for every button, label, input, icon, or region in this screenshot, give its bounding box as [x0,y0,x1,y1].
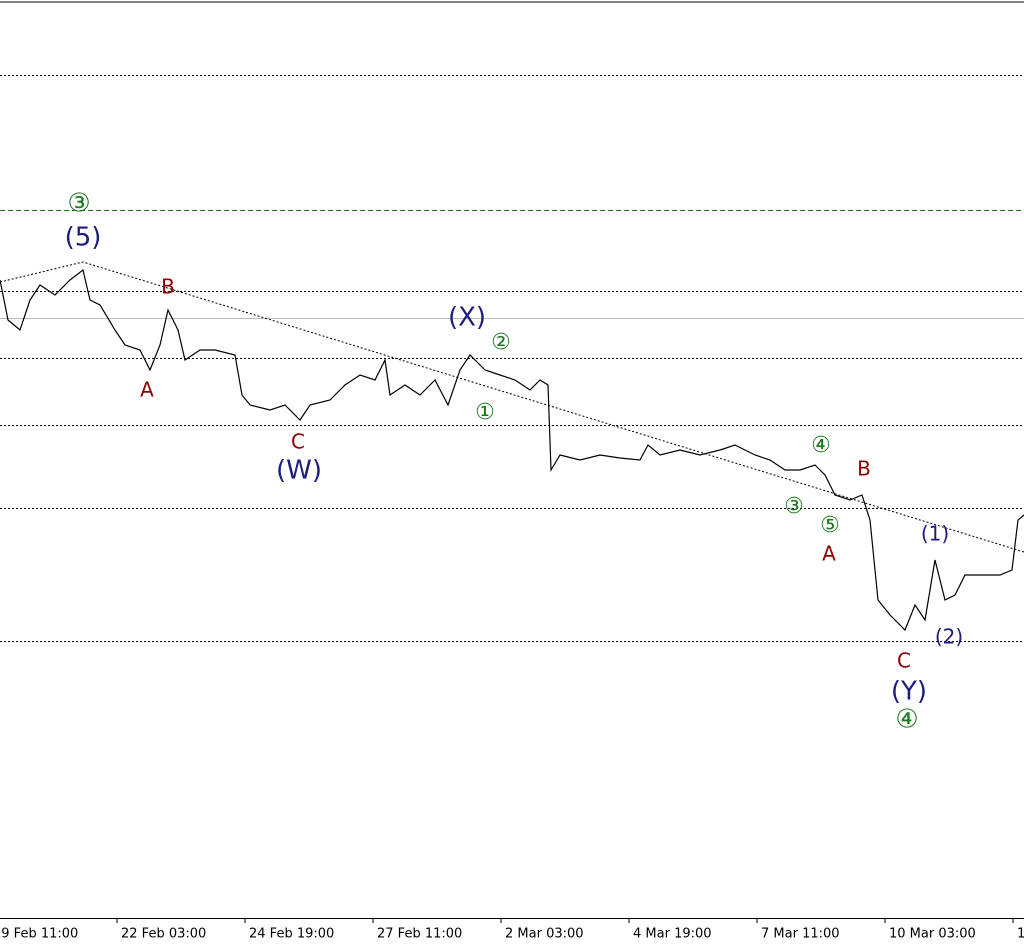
wave-label: ③ [67,189,90,219]
wave-label: (5) [65,223,102,253]
wave-label: ② [491,330,511,355]
x-tick-label: 7 Mar 11:00 [761,927,840,942]
x-tick-label: 24 Feb 19:00 [249,927,334,942]
wave-label: ④ [811,433,831,458]
x-tick-label: 19 Feb 11:00 [0,927,78,942]
wave-label: (2) [935,625,963,649]
wave-label: A [140,378,154,402]
wave-label: (Y) [891,677,927,707]
price-line [0,268,1024,632]
x-tick-label: 2 Mar 03:00 [505,927,584,942]
wave-label: ③ [784,494,804,519]
x-tick-label: 12 Mar 19:00 [1017,927,1024,942]
wave-label: A [822,542,836,566]
x-tick-label: 27 Feb 11:00 [377,927,462,942]
wave-label: (W) [276,456,322,486]
x-tick-label: 10 Mar 03:00 [889,927,976,942]
wave-label: C [897,649,911,673]
x-tick-label: 4 Mar 19:00 [633,927,712,942]
wave-label: (X) [448,303,486,333]
wave-label: B [161,275,175,299]
trend-line [0,261,1024,553]
wave-label: (1) [921,522,949,546]
x-tick-label: 22 Feb 03:00 [121,927,206,942]
wave-label: B [857,457,871,481]
wave-label: C [291,430,305,454]
wave-label: ④ [895,705,918,735]
wave-label: ⑤ [820,513,840,538]
wave-label: ① [475,400,495,425]
